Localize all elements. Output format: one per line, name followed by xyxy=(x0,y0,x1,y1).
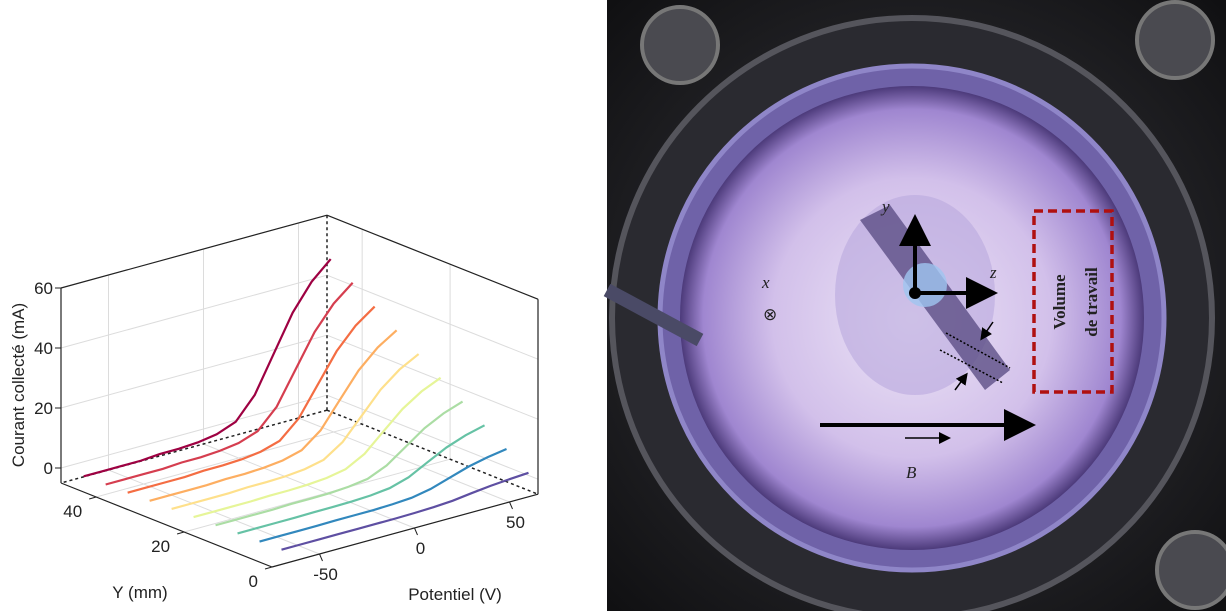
series-line xyxy=(171,353,420,511)
bolt xyxy=(1155,530,1226,610)
z-label: z xyxy=(989,263,997,282)
box-edge xyxy=(60,214,328,289)
series-line xyxy=(237,424,486,535)
series-line xyxy=(215,400,464,527)
grid-line xyxy=(60,334,328,409)
plot: -50 0 50 0 20 40 0 20 40 60 Potentiel (V) Y (mm) Cou… xyxy=(9,214,539,604)
volume-label: Volume xyxy=(1050,274,1069,330)
grid-line xyxy=(203,443,415,529)
work-volume-box xyxy=(1032,209,1114,394)
y-tick-label: 40 xyxy=(63,502,82,521)
gap-line xyxy=(945,332,1011,369)
y-tick xyxy=(176,531,185,535)
box-edge xyxy=(326,214,539,300)
grid-line xyxy=(183,458,451,533)
probe-tip xyxy=(903,263,947,307)
grid-line xyxy=(96,423,363,498)
x-tick-label: -50 xyxy=(313,565,338,584)
x-tick xyxy=(319,553,323,562)
y-tick xyxy=(89,496,97,500)
grid-line xyxy=(326,274,539,360)
z-tick-label: 40 xyxy=(34,339,53,358)
y-label: y xyxy=(880,197,890,216)
series-line xyxy=(193,376,442,519)
b-label: B xyxy=(906,463,917,482)
y-tick xyxy=(264,566,273,570)
y-tick-label: 20 xyxy=(151,537,170,556)
series-line xyxy=(259,448,507,543)
photo: x ⊗ y z B Volume de travail xyxy=(603,0,1226,611)
series-line xyxy=(149,329,398,502)
rod xyxy=(603,283,704,347)
gap-arrow xyxy=(980,321,994,341)
series-line xyxy=(105,282,354,486)
series-line xyxy=(127,305,376,494)
z-tick-label: 20 xyxy=(34,399,53,418)
x-label: x xyxy=(761,273,770,292)
x-tick xyxy=(509,501,513,510)
x-into-symbol: ⊗ xyxy=(763,305,777,324)
grid-line xyxy=(60,394,328,469)
series-line xyxy=(83,258,332,478)
x-tick xyxy=(414,527,418,536)
x-tick-label: 50 xyxy=(506,513,525,532)
grid-line xyxy=(298,417,510,503)
x-axis-label: Potentiel (V) xyxy=(408,585,502,604)
axis-line xyxy=(271,493,539,568)
gap-arrow xyxy=(954,372,968,391)
volume-label: de travail xyxy=(1082,267,1101,337)
bolt xyxy=(640,5,720,85)
origin-dot xyxy=(909,287,921,299)
z-tick-label: 0 xyxy=(44,459,53,478)
x-tick-label: 0 xyxy=(416,539,425,558)
y-tick-label: 0 xyxy=(249,572,258,591)
z-axis-label: Courant collecté (mA) xyxy=(9,303,28,467)
grid-line xyxy=(60,274,328,349)
z-tick-label: 60 xyxy=(34,279,53,298)
grid-line xyxy=(326,334,539,420)
bolt xyxy=(1135,0,1215,80)
series-line xyxy=(281,471,529,551)
hidden-edge xyxy=(326,409,539,495)
y-axis-label: Y (mm) xyxy=(112,583,167,602)
grid-line xyxy=(326,394,539,480)
